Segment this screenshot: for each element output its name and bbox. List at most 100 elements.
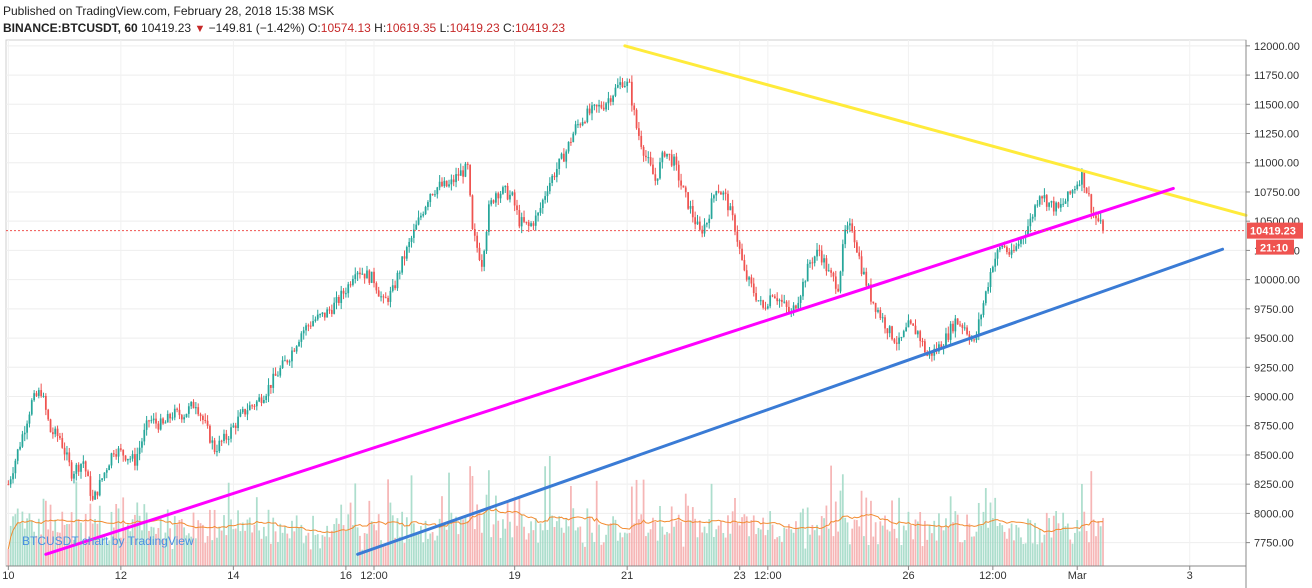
volume-bar	[323, 536, 326, 566]
volume-bar	[272, 517, 275, 566]
candle-body	[860, 256, 863, 275]
candle-body	[502, 187, 504, 194]
candle-body	[921, 341, 924, 343]
volume-bar	[670, 506, 673, 566]
volume-bar	[977, 502, 980, 566]
volume-bar	[281, 532, 284, 566]
volume-bar	[518, 496, 521, 566]
down-triangle-icon: ▼	[194, 23, 206, 35]
volume-bar	[394, 537, 396, 566]
candle-body	[206, 420, 209, 426]
candle-body	[47, 409, 50, 420]
candle-body	[251, 405, 254, 407]
volume-bar	[490, 537, 493, 566]
candle-body	[316, 314, 319, 320]
volume-bar	[356, 527, 359, 566]
volume-bar	[180, 518, 183, 566]
candle-body	[469, 164, 471, 196]
candle-body	[180, 415, 183, 420]
candle-body	[675, 156, 678, 165]
candle-body	[232, 425, 235, 428]
candle-body	[947, 333, 950, 340]
volume-bar	[717, 525, 720, 566]
volume-bar	[1059, 530, 1062, 566]
volume-bar	[473, 529, 476, 566]
volume-bar	[131, 519, 134, 566]
ytick-label: 9000.00	[1254, 392, 1294, 404]
candle-body	[40, 390, 43, 397]
volume-bar	[555, 521, 558, 566]
candle-body	[162, 418, 164, 424]
candle-body	[415, 224, 418, 230]
candle-body	[1050, 201, 1053, 203]
candle-body	[717, 191, 720, 193]
candle-body	[616, 84, 619, 88]
candle-body	[258, 397, 261, 402]
candle-body	[518, 209, 521, 227]
volume-bar	[108, 540, 111, 566]
candle-body	[253, 405, 256, 407]
volume-bar	[687, 505, 689, 566]
volume-bar	[316, 534, 319, 566]
candle-body	[122, 449, 125, 456]
candle-body	[190, 401, 193, 407]
candle-body	[1013, 249, 1015, 251]
volume-bar	[1022, 543, 1025, 566]
volume-bar	[480, 532, 483, 566]
xtick-label: Mar	[1068, 570, 1087, 582]
volume-bar	[563, 532, 565, 566]
ytick-label: 11000.00	[1254, 158, 1299, 170]
volume-bar	[795, 521, 797, 566]
volume-bar	[157, 528, 160, 566]
volume-bar	[802, 508, 804, 566]
candle-body	[471, 195, 474, 230]
candle-body	[1043, 195, 1046, 199]
candle-body	[633, 105, 636, 110]
volume-bar	[251, 532, 254, 566]
candle-body	[284, 360, 286, 362]
candle-body	[783, 301, 786, 303]
candle-body	[1045, 195, 1048, 207]
candle-body	[485, 231, 488, 251]
volume-bar	[923, 520, 926, 566]
candle-body	[101, 478, 103, 480]
candle-body	[1062, 203, 1065, 205]
candle-body	[302, 330, 305, 334]
volume-bar	[891, 500, 893, 566]
volume-bar	[537, 542, 539, 566]
volume-bar	[415, 533, 418, 566]
volume-bar	[623, 532, 626, 566]
volume-bar	[1074, 532, 1076, 566]
candle-body	[417, 217, 420, 225]
ytick-label: 11250.00	[1254, 129, 1299, 141]
candle-body	[178, 409, 181, 416]
volume-bar	[916, 521, 919, 566]
volume-bar	[258, 530, 261, 566]
low-value: 10419.23	[449, 21, 500, 35]
candle-body	[169, 413, 171, 419]
volume-bar	[762, 517, 765, 566]
candle-body	[73, 473, 75, 479]
volume-bar	[1036, 544, 1039, 566]
candle-body	[77, 464, 80, 472]
volume-bar	[804, 548, 807, 566]
volume-bar	[1069, 539, 1072, 566]
candle-body	[164, 422, 167, 424]
candle-body	[42, 395, 45, 397]
candle-body	[478, 247, 481, 260]
candle-body	[138, 447, 141, 454]
candle-body	[1057, 202, 1060, 208]
candle-body	[581, 122, 584, 126]
volume-bar	[1078, 531, 1081, 566]
volume-bar	[9, 525, 12, 566]
volume-bar	[839, 490, 842, 566]
volume-bar	[926, 539, 929, 566]
candle-body	[980, 314, 983, 320]
volume-bar	[506, 499, 509, 566]
volume-bar	[398, 536, 401, 566]
volume-bar	[616, 540, 619, 566]
candle-body	[434, 194, 436, 196]
candle-body	[720, 192, 722, 195]
volume-bar	[991, 518, 994, 566]
